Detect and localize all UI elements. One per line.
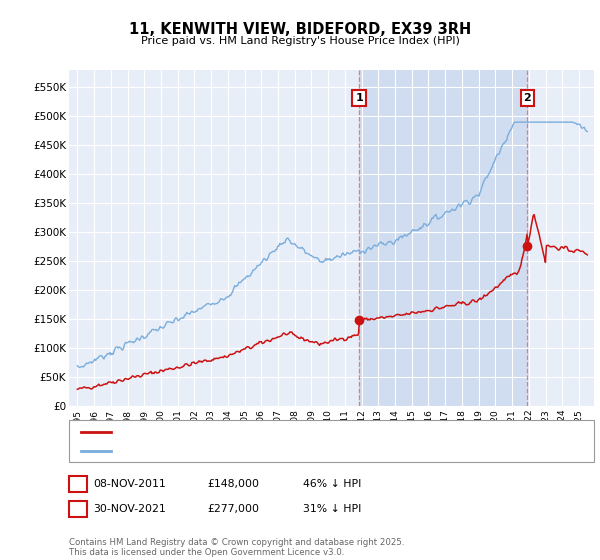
Text: 2: 2 [524, 93, 532, 103]
Text: 1: 1 [355, 93, 363, 103]
Text: 08-NOV-2011: 08-NOV-2011 [93, 479, 166, 489]
Text: 30-NOV-2021: 30-NOV-2021 [93, 504, 166, 514]
Text: 1: 1 [74, 479, 82, 489]
Text: £277,000: £277,000 [207, 504, 259, 514]
Text: 11, KENWITH VIEW, BIDEFORD, EX39 3RH: 11, KENWITH VIEW, BIDEFORD, EX39 3RH [129, 22, 471, 38]
Text: £148,000: £148,000 [207, 479, 259, 489]
Text: 31% ↓ HPI: 31% ↓ HPI [303, 504, 361, 514]
Text: HPI: Average price, detached house, Torridge: HPI: Average price, detached house, Torr… [114, 446, 338, 456]
Text: 11, KENWITH VIEW, BIDEFORD, EX39 3RH (detached house): 11, KENWITH VIEW, BIDEFORD, EX39 3RH (de… [114, 427, 413, 437]
Text: Price paid vs. HM Land Registry's House Price Index (HPI): Price paid vs. HM Land Registry's House … [140, 36, 460, 46]
Text: Contains HM Land Registry data © Crown copyright and database right 2025.
This d: Contains HM Land Registry data © Crown c… [69, 538, 404, 557]
Text: 46% ↓ HPI: 46% ↓ HPI [303, 479, 361, 489]
Bar [359, 70, 527, 406]
Text: 2: 2 [74, 504, 82, 514]
